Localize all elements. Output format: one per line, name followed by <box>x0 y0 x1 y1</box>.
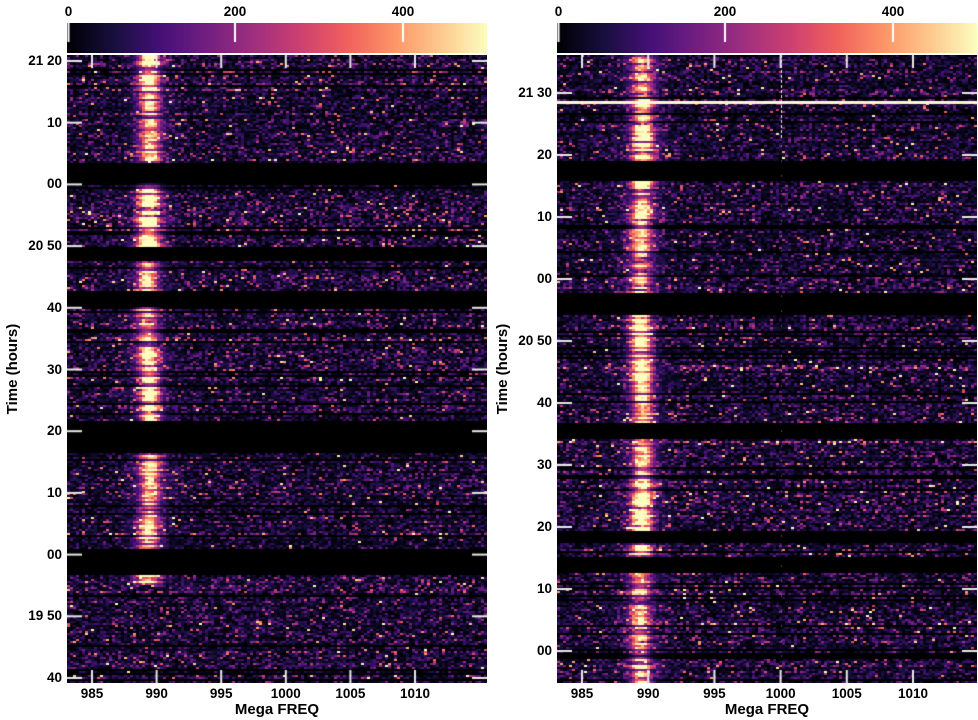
x-tick-label: 1000 <box>765 686 796 701</box>
y-axis-label: Time (hours) <box>494 323 511 415</box>
y-tick-label: 21 20 <box>28 53 62 68</box>
colorbar-tick-label: 200 <box>223 4 247 19</box>
y-tick-label: 20 <box>46 423 62 439</box>
y-tick-label: 00 <box>536 643 552 658</box>
x-tick-label: 1005 <box>335 686 366 701</box>
y-tick-label: 20 <box>536 519 552 534</box>
x-tick-label: 985 <box>80 686 104 701</box>
x-tick-label: 1010 <box>399 686 431 701</box>
y-tick-label: 00 <box>46 176 62 192</box>
y-tick-label: 10 <box>536 209 552 224</box>
colorbar-tick-label: 400 <box>881 4 905 19</box>
x-tick-label: 990 <box>145 686 168 701</box>
colorbar-tick-label: 200 <box>713 4 737 19</box>
y-tick-label: 20 50 <box>518 333 552 348</box>
y-axis-label: Time (hours) <box>4 323 21 415</box>
x-tick-label: 1005 <box>831 686 862 701</box>
x-tick-label: 1010 <box>897 686 929 701</box>
y-tick-label: 40 <box>536 395 552 410</box>
y-tick-label: 10 <box>46 484 62 500</box>
y-tick-label: 20 <box>536 147 552 162</box>
x-axis-label: Mega FREQ <box>234 701 320 718</box>
y-tick-label: 30 <box>46 361 62 377</box>
colorbar-tick-label: 0 <box>64 4 73 19</box>
spectrogram-right <box>557 55 977 683</box>
y-tick-label: 40 <box>46 670 62 685</box>
x-tick-label: 985 <box>570 686 594 701</box>
y-tick-label: 20 50 <box>28 238 62 254</box>
y-tick-label: 10 <box>536 581 552 596</box>
y-tick-label: 00 <box>46 546 62 562</box>
x-tick-label: 1000 <box>270 686 301 701</box>
x-tick-label: 995 <box>703 686 726 701</box>
x-tick-label: 990 <box>636 686 660 701</box>
y-tick-label: 21 30 <box>518 85 552 100</box>
spectrogram-left <box>67 55 487 683</box>
colorbar-tick-label: 0 <box>554 4 563 19</box>
x-axis-label: Mega FREQ <box>724 701 810 718</box>
colorbar-tick-label: 400 <box>391 4 415 19</box>
y-tick-label: 10 <box>46 114 62 130</box>
y-tick-label: 40 <box>46 299 62 315</box>
colorbar-right <box>557 23 977 53</box>
x-tick-label: 995 <box>209 686 233 701</box>
y-tick-label: 30 <box>536 457 552 472</box>
colorbar-left <box>67 23 487 53</box>
y-tick-label: 19 50 <box>28 608 62 624</box>
y-tick-label: 00 <box>536 271 552 286</box>
